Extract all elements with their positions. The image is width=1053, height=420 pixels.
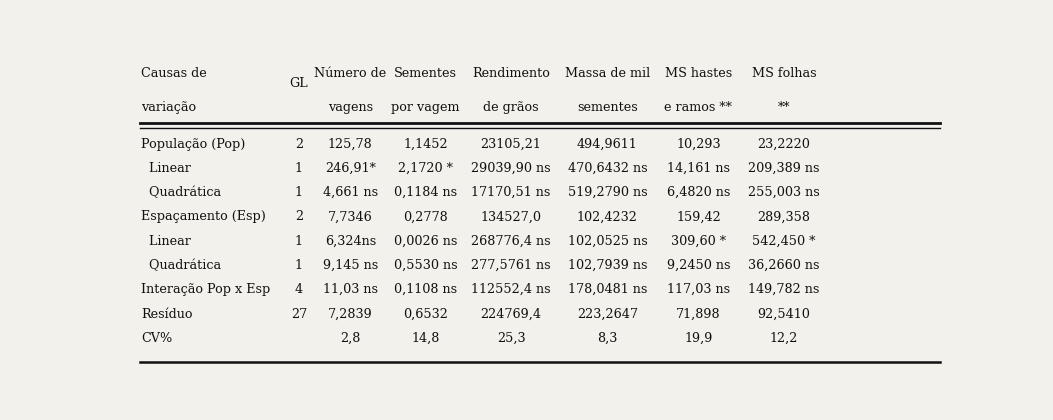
Text: sementes: sementes <box>577 100 638 113</box>
Text: 7,2839: 7,2839 <box>327 307 373 320</box>
Text: 268776,4 ns: 268776,4 ns <box>472 235 551 248</box>
Text: 92,5410: 92,5410 <box>758 307 811 320</box>
Text: 0,0026 ns: 0,0026 ns <box>394 235 457 248</box>
Text: 1: 1 <box>295 162 303 175</box>
Text: 14,8: 14,8 <box>412 332 439 345</box>
Text: 494,9611: 494,9611 <box>577 138 638 151</box>
Text: 112552,4 ns: 112552,4 ns <box>472 283 551 296</box>
Text: GL: GL <box>290 77 309 90</box>
Text: 542,450 *: 542,450 * <box>753 235 816 248</box>
Text: Rendimento: Rendimento <box>472 66 550 79</box>
Text: 1: 1 <box>295 235 303 248</box>
Text: variação: variação <box>141 100 197 113</box>
Text: e ramos **: e ramos ** <box>664 100 732 113</box>
Text: 0,6532: 0,6532 <box>403 307 448 320</box>
Text: 309,60 *: 309,60 * <box>671 235 726 248</box>
Text: Linear: Linear <box>141 235 192 248</box>
Text: 27: 27 <box>291 307 307 320</box>
Text: 159,42: 159,42 <box>676 210 720 223</box>
Text: 71,898: 71,898 <box>676 307 720 320</box>
Text: 8,3: 8,3 <box>597 332 617 345</box>
Text: CV%: CV% <box>141 332 173 345</box>
Text: 519,2790 ns: 519,2790 ns <box>568 186 648 199</box>
Text: 2: 2 <box>295 138 303 151</box>
Text: 2,8: 2,8 <box>340 332 360 345</box>
Text: 102,4232: 102,4232 <box>577 210 638 223</box>
Text: 36,2660 ns: 36,2660 ns <box>749 259 820 272</box>
Text: por vagem: por vagem <box>391 100 460 113</box>
Text: 2,1720 *: 2,1720 * <box>398 162 453 175</box>
Text: Sementes: Sementes <box>394 66 457 79</box>
Text: 102,0525 ns: 102,0525 ns <box>568 235 648 248</box>
Text: 14,161 ns: 14,161 ns <box>667 162 730 175</box>
Text: vagens: vagens <box>327 100 373 113</box>
Text: 255,003 ns: 255,003 ns <box>749 186 820 199</box>
Text: 0,5530 ns: 0,5530 ns <box>394 259 457 272</box>
Text: Espaçamento (Esp): Espaçamento (Esp) <box>141 210 266 223</box>
Text: 209,389 ns: 209,389 ns <box>749 162 820 175</box>
Text: 289,358: 289,358 <box>757 210 811 223</box>
Text: 102,7939 ns: 102,7939 ns <box>568 259 648 272</box>
Text: 224769,4: 224769,4 <box>480 307 541 320</box>
Text: Resíduo: Resíduo <box>141 307 193 320</box>
Text: 134527,0: 134527,0 <box>480 210 541 223</box>
Text: 23105,21: 23105,21 <box>480 138 541 151</box>
Text: 6,324ns: 6,324ns <box>324 235 376 248</box>
Text: 1: 1 <box>295 259 303 272</box>
Text: 4: 4 <box>295 283 303 296</box>
Text: de grãos: de grãos <box>483 100 539 113</box>
Text: 12,2: 12,2 <box>770 332 798 345</box>
Text: População (Pop): População (Pop) <box>141 138 245 151</box>
Text: 125,78: 125,78 <box>327 138 373 151</box>
Text: 149,782 ns: 149,782 ns <box>749 283 820 296</box>
Text: 470,6432 ns: 470,6432 ns <box>568 162 648 175</box>
Text: 19,9: 19,9 <box>684 332 713 345</box>
Text: 17170,51 ns: 17170,51 ns <box>472 186 551 199</box>
Text: 223,2647: 223,2647 <box>577 307 638 320</box>
Text: Linear: Linear <box>141 162 192 175</box>
Text: 29039,90 ns: 29039,90 ns <box>472 162 551 175</box>
Text: 9,145 ns: 9,145 ns <box>322 259 378 272</box>
Text: 0,2778: 0,2778 <box>403 210 448 223</box>
Text: 2: 2 <box>295 210 303 223</box>
Text: 246,91*: 246,91* <box>325 162 376 175</box>
Text: 178,0481 ns: 178,0481 ns <box>568 283 648 296</box>
Text: 25,3: 25,3 <box>497 332 525 345</box>
Text: MS folhas: MS folhas <box>752 66 816 79</box>
Text: Causas de: Causas de <box>141 66 207 79</box>
Text: Massa de mil: Massa de mil <box>564 66 650 79</box>
Text: 7,7346: 7,7346 <box>327 210 373 223</box>
Text: Quadrática: Quadrática <box>141 186 221 199</box>
Text: 23,2220: 23,2220 <box>758 138 811 151</box>
Text: 0,1184 ns: 0,1184 ns <box>394 186 457 199</box>
Text: 6,4820 ns: 6,4820 ns <box>667 186 730 199</box>
Text: Quadrática: Quadrática <box>141 259 221 272</box>
Text: **: ** <box>778 100 791 113</box>
Text: 9,2450 ns: 9,2450 ns <box>667 259 730 272</box>
Text: 4,661 ns: 4,661 ns <box>323 186 378 199</box>
Text: 277,5761 ns: 277,5761 ns <box>472 259 551 272</box>
Text: 11,03 ns: 11,03 ns <box>323 283 378 296</box>
Text: 10,293: 10,293 <box>676 138 720 151</box>
Text: Interação Pop x Esp: Interação Pop x Esp <box>141 283 271 296</box>
Text: 1,1452: 1,1452 <box>403 138 448 151</box>
Text: MS hastes: MS hastes <box>664 66 732 79</box>
Text: Número de: Número de <box>314 66 386 79</box>
Text: 117,03 ns: 117,03 ns <box>667 283 730 296</box>
Text: 0,1108 ns: 0,1108 ns <box>394 283 457 296</box>
Text: 1: 1 <box>295 186 303 199</box>
